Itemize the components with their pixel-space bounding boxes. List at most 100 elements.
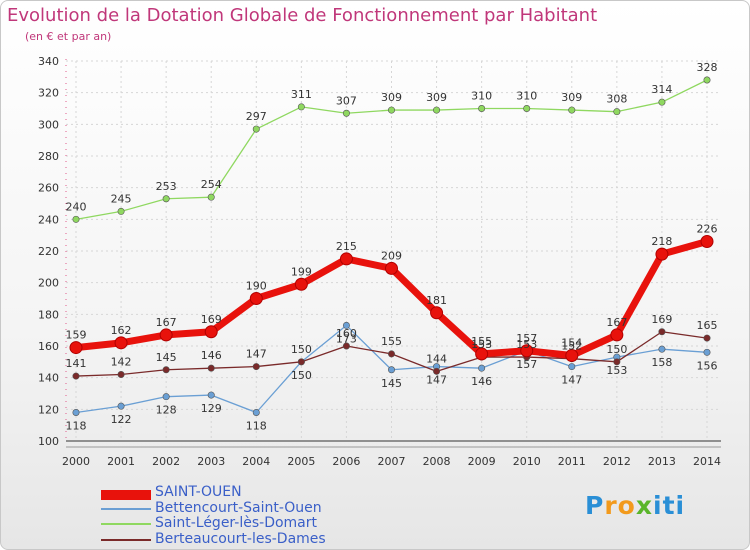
logo-letter: o	[617, 491, 636, 520]
x-tick-label: 2001	[107, 455, 135, 468]
data-point	[387, 106, 395, 114]
data-label: 309	[381, 91, 402, 104]
data-point	[114, 336, 128, 350]
data-label: 254	[201, 178, 222, 191]
data-label: 158	[651, 356, 672, 369]
data-label: 145	[381, 377, 402, 390]
data-point	[520, 344, 534, 358]
legend-label: Saint-Léger-lès-Domart	[155, 515, 318, 531]
data-label: 309	[426, 91, 447, 104]
data-point	[207, 193, 215, 201]
data-label: 310	[516, 90, 537, 103]
y-tick-label: 180	[38, 308, 59, 321]
data-label: 173	[336, 332, 357, 345]
data-label: 118	[246, 420, 267, 433]
data-label: 218	[651, 235, 672, 248]
data-label: 155	[381, 335, 402, 348]
data-label: 147	[426, 374, 447, 387]
data-label: 153	[606, 364, 627, 377]
y-tick-label: 240	[38, 213, 59, 226]
proxiti-logo: Proxiti	[585, 491, 685, 520]
data-label: 209	[381, 249, 402, 262]
data-point	[297, 103, 305, 111]
x-tick-label: 2007	[378, 455, 406, 468]
data-point	[207, 364, 215, 372]
y-tick-label: 100	[38, 435, 59, 448]
y-tick-label: 280	[38, 150, 59, 163]
data-point	[72, 408, 80, 416]
data-label: 146	[201, 349, 222, 362]
y-tick-label: 220	[38, 245, 59, 258]
data-point	[387, 366, 395, 374]
x-tick-label: 2003	[197, 455, 225, 468]
data-point	[478, 364, 486, 372]
data-label: 328	[697, 61, 718, 74]
y-tick-label: 260	[38, 182, 59, 195]
x-tick-label: 2010	[513, 455, 541, 468]
data-label: 240	[66, 200, 87, 213]
data-point	[252, 363, 260, 371]
data-point	[568, 106, 576, 114]
data-label: 157	[516, 358, 537, 371]
data-label: 167	[606, 316, 627, 329]
x-tick-label: 2009	[468, 455, 496, 468]
data-point	[478, 105, 486, 113]
x-tick-label: 2004	[242, 455, 270, 468]
data-label: 144	[426, 352, 447, 365]
x-tick-label: 2013	[648, 455, 676, 468]
logo-letter: r	[604, 491, 618, 520]
data-point	[613, 108, 621, 116]
data-point	[430, 306, 444, 320]
data-point	[117, 402, 125, 410]
data-point	[117, 207, 125, 215]
data-point	[249, 292, 263, 305]
data-point	[72, 372, 80, 380]
data-point	[294, 277, 308, 291]
data-point	[252, 408, 260, 416]
data-label: 169	[201, 313, 222, 326]
data-label: 129	[201, 402, 222, 415]
data-label: 162	[111, 324, 132, 337]
data-label: 142	[111, 356, 132, 369]
chart-subtitle: (en € et par an)	[25, 30, 112, 43]
x-tick-label: 2002	[152, 455, 180, 468]
data-point	[339, 252, 353, 266]
data-label: 309	[561, 91, 582, 104]
data-point	[523, 105, 531, 113]
data-point	[342, 321, 350, 329]
data-label: 308	[606, 93, 627, 106]
data-label: 150	[291, 343, 312, 356]
logo-letter: t	[662, 491, 676, 520]
data-point	[568, 363, 576, 371]
data-label: 165	[697, 319, 718, 332]
x-tick-label: 2014	[693, 455, 721, 468]
x-tick-label: 2005	[287, 455, 315, 468]
data-point	[297, 358, 305, 366]
line-chart: 100 120 140 160 180 200 220 240 260 280 300 320 340 2…	[38, 55, 721, 468]
data-label: 160	[336, 327, 357, 340]
data-point	[700, 235, 714, 248]
y-tick-label: 200	[38, 277, 59, 290]
x-tick-label: 2012	[603, 455, 631, 468]
data-label: 118	[66, 420, 87, 433]
data-point	[342, 109, 350, 117]
y-tick-label: 300	[38, 118, 59, 131]
data-label: 245	[111, 192, 132, 205]
legend-swatch	[101, 538, 151, 541]
data-point	[658, 345, 666, 353]
data-label: 307	[336, 94, 357, 107]
data-label: 122	[111, 413, 132, 426]
data-point	[159, 328, 173, 342]
y-tick-label: 160	[38, 340, 59, 353]
chart-title: Evolution de la Dotation Globale de Fonc…	[7, 5, 598, 26]
data-label: 150	[606, 343, 627, 356]
data-label: 146	[471, 375, 492, 388]
data-label: 297	[246, 110, 267, 123]
data-label: 147	[561, 374, 582, 387]
y-tick-label: 120	[38, 403, 59, 416]
data-point	[658, 98, 666, 106]
legend-swatch	[101, 490, 151, 500]
data-label: 310	[471, 90, 492, 103]
data-point	[655, 247, 669, 261]
data-label: 226	[697, 223, 718, 236]
